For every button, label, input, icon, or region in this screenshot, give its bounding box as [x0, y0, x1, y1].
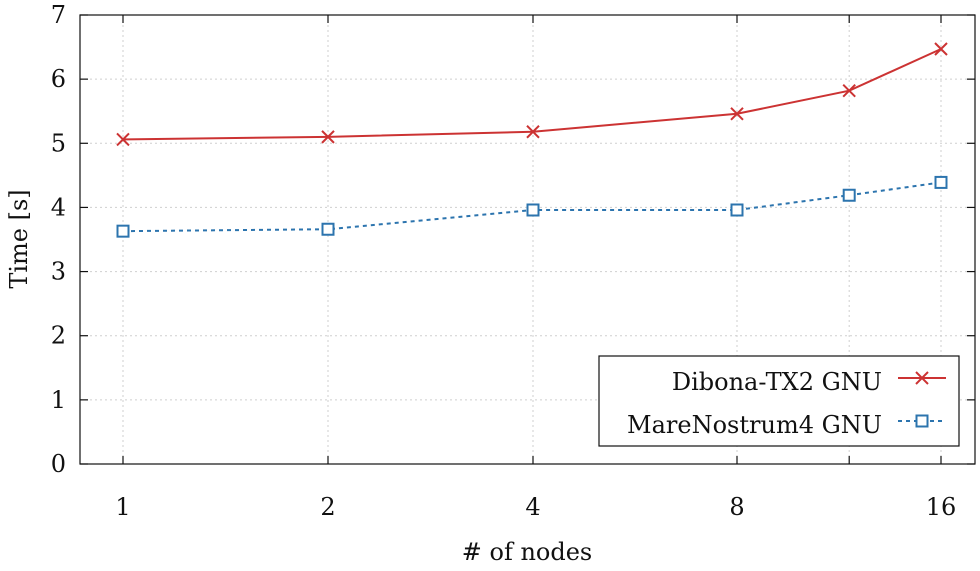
data-point: [934, 175, 948, 189]
series-marenostrum4-gnu: [116, 175, 948, 238]
y-tick-label: 7: [51, 1, 66, 29]
data-point: [842, 188, 856, 202]
data-point: [934, 42, 948, 56]
data-point: [116, 132, 130, 147]
data-point: [526, 125, 540, 139]
x-tick-label: 4: [525, 493, 540, 521]
series-line: [122, 181, 942, 233]
y-tick-label: 4: [51, 193, 66, 221]
x-tick-label: 1: [115, 493, 130, 521]
legend-marker-sample: [915, 371, 929, 385]
data-point: [842, 83, 856, 98]
legend-box: [598, 355, 960, 447]
y-axis-label: Time [s]: [5, 189, 33, 288]
y-tick-label: 3: [51, 258, 66, 286]
legend: Dibona-TX2 GNU MareNostrum4 GNU: [598, 355, 960, 447]
data-point: [730, 203, 744, 217]
data-point: [321, 222, 335, 236]
legend-label-marenostrum: MareNostrum4 GNU: [627, 411, 882, 439]
y-tick-label: 0: [51, 450, 66, 478]
series-group: [116, 42, 948, 238]
plot-frame: [79, 14, 976, 465]
y-tick-label: 2: [51, 322, 66, 350]
x-axis-label: # of nodes: [462, 538, 593, 566]
legend-label-dibona: Dibona-TX2 GNU: [672, 368, 882, 396]
x-tick-label: 16: [926, 493, 957, 521]
axes: 0 1 2 3 4 5 6 7 1 2 4 8 16: [51, 1, 976, 521]
data-point: [730, 107, 744, 121]
legend-marker-sample: [915, 414, 929, 428]
y-tick-label: 5: [51, 129, 66, 157]
x-tick-label: 2: [320, 493, 335, 521]
x-tick-label: 8: [729, 493, 744, 521]
series-dibona-tx2-gnu: [116, 42, 948, 147]
data-point: [321, 130, 335, 144]
data-point: [526, 203, 540, 217]
y-tick-label: 6: [51, 65, 66, 93]
y-tick-label: 1: [51, 386, 66, 414]
series-line: [122, 48, 942, 141]
data-point: [116, 224, 130, 238]
